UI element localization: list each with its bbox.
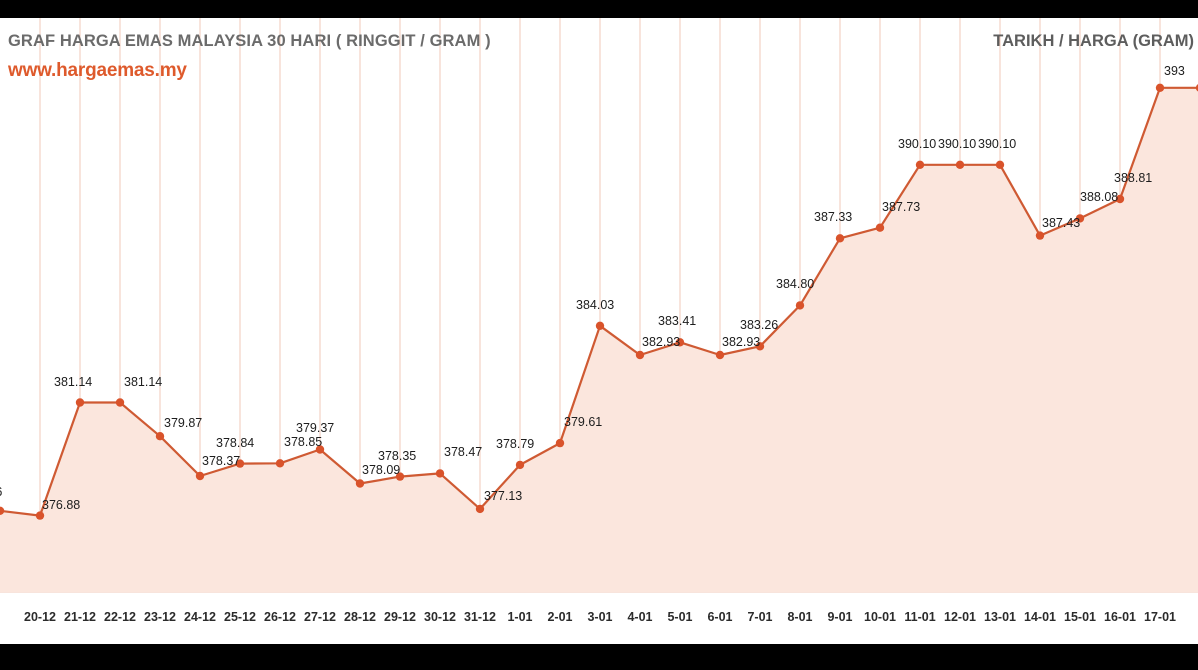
data-point-label: 379.61 <box>564 415 603 430</box>
x-axis-tick-label: 2-01 <box>547 610 573 624</box>
data-point-label: 383.41 <box>658 314 697 329</box>
data-point-marker <box>755 342 765 351</box>
data-point-marker <box>835 234 845 243</box>
x-axis-tick-label: 24-12 <box>184 610 216 624</box>
data-point-marker <box>1075 214 1085 223</box>
x-axis-tick-label: 7-01 <box>747 610 773 624</box>
data-point-label: 379.37 <box>296 421 335 436</box>
data-point-marker <box>635 350 645 360</box>
data-point-label: 388.81 <box>1114 170 1153 185</box>
data-point-marker <box>355 479 365 488</box>
data-point-label: 390.10 <box>898 136 937 151</box>
data-point-label: 387.73 <box>882 199 921 214</box>
data-point-marker <box>1035 231 1045 240</box>
x-axis-tick-label: 15-01 <box>1064 610 1096 624</box>
x-axis-tick-label: 6-01 <box>707 610 733 624</box>
data-point-marker <box>595 321 605 330</box>
legend-label: TARIKH / HARGA (GRAM) <box>993 32 1194 50</box>
data-point-marker <box>1155 83 1165 93</box>
data-point-label: 377.13 <box>484 488 523 503</box>
data-point-marker <box>1115 194 1125 204</box>
data-point-marker <box>395 472 405 481</box>
data-point-marker <box>1195 84 1198 92</box>
data-point-label: 393 <box>1164 63 1185 78</box>
x-axis-tick-label: 20-12 <box>24 610 56 624</box>
chart-container: 20-12 21-12 22-12 23-12 24-12 25-12 26-12 27-12… <box>0 18 1198 644</box>
data-point-label: 384.80 <box>776 277 815 292</box>
data-point-marker <box>195 471 205 481</box>
data-point-label: 387.33 <box>814 210 853 225</box>
x-axis-tick-label: 31-12 <box>464 610 496 624</box>
x-axis-tick-label: 27-12 <box>304 610 336 624</box>
x-axis-tick-label: 16-01 <box>1104 610 1136 624</box>
area-fill-path <box>0 87 1198 592</box>
data-point-label: 378.47 <box>444 445 483 460</box>
data-point-label: 376.88 <box>42 497 81 512</box>
data-point-label: 383.26 <box>740 318 779 333</box>
data-point-label: 378.84 <box>216 435 255 450</box>
data-point-label: 382.93 <box>642 335 681 350</box>
data-point-label: 378.37 <box>202 454 241 469</box>
data-markers-group <box>0 83 1198 520</box>
data-point-marker <box>715 350 725 360</box>
data-point-label: 384.03 <box>576 297 615 312</box>
x-axis-tick-label: 8-01 <box>787 610 813 624</box>
data-point-label: 388.08 <box>1080 190 1119 205</box>
data-point-label: 382.93 <box>722 335 761 350</box>
x-axis-tick-label: 21-12 <box>64 610 96 624</box>
data-point-label: 378.85 <box>284 435 323 450</box>
data-point-label: 7.06 <box>0 485 2 499</box>
data-point-marker <box>795 301 805 310</box>
data-point-marker <box>435 469 445 478</box>
watermark-label: www.hargaemas.my <box>8 60 187 81</box>
data-point-label: 387.43 <box>1042 215 1081 230</box>
x-axis-tick-label: 25-12 <box>224 610 256 624</box>
x-axis-tick-label: 23-12 <box>144 610 176 624</box>
x-axis-tick-label: 13-01 <box>984 610 1016 624</box>
x-axis-tick-label: 17-01 <box>1144 610 1176 624</box>
x-axis-tick-label: 28-12 <box>344 610 376 624</box>
data-point-marker <box>75 398 85 407</box>
data-point-marker <box>475 504 485 514</box>
data-point-marker <box>995 160 1005 169</box>
data-point-marker <box>35 511 45 520</box>
x-axis-tick-label: 26-12 <box>264 610 296 624</box>
data-point-marker <box>675 338 685 347</box>
x-axis-tick-label: 1-01 <box>507 610 533 624</box>
chart-svg <box>0 18 1198 593</box>
data-point-label: 378.09 <box>362 463 401 478</box>
data-point-marker <box>115 398 125 407</box>
x-axis-labels: 20-12 21-12 22-12 23-12 24-12 25-12 26-12 27-12… <box>0 592 1198 644</box>
data-point-label: 390.10 <box>978 136 1017 151</box>
x-axis-tick-label: 5-01 <box>667 610 693 624</box>
x-axis-tick-label: 14-01 <box>1024 610 1056 624</box>
data-point-label: 378.35 <box>378 448 417 463</box>
data-point-marker <box>275 459 285 468</box>
data-point-label: 379.87 <box>164 416 203 431</box>
data-point-label: 390.10 <box>938 136 977 151</box>
page-title: GRAF HARGA EMAS MALAYSIA 30 HARI ( RINGG… <box>8 32 491 50</box>
x-axis-tick-label: 22-12 <box>104 610 136 624</box>
data-point-label: 381.14 <box>124 374 163 389</box>
data-point-marker <box>875 223 885 232</box>
plot-area <box>0 18 1198 644</box>
x-axis-tick-label: 12-01 <box>944 610 976 624</box>
data-point-marker <box>235 459 245 468</box>
x-axis-tick-label: 29-12 <box>384 610 416 624</box>
data-point-marker <box>515 460 525 470</box>
x-axis-tick-label: 3-01 <box>587 610 613 624</box>
data-point-marker <box>315 445 325 454</box>
data-point-marker <box>915 160 925 169</box>
data-point-label: 381.14 <box>54 374 93 389</box>
data-point-marker <box>155 432 165 441</box>
x-axis-tick-label: 10-01 <box>864 610 896 624</box>
data-point-label: 378.79 <box>496 436 535 451</box>
data-point-marker <box>0 506 5 515</box>
x-axis-tick-label: 4-01 <box>627 610 653 624</box>
data-point-marker <box>955 160 965 169</box>
x-axis-tick-label: 9-01 <box>827 610 853 624</box>
x-axis-tick-label: 30-12 <box>424 610 456 624</box>
data-point-marker <box>555 438 565 448</box>
x-axis-tick-label: 11-01 <box>904 610 936 624</box>
